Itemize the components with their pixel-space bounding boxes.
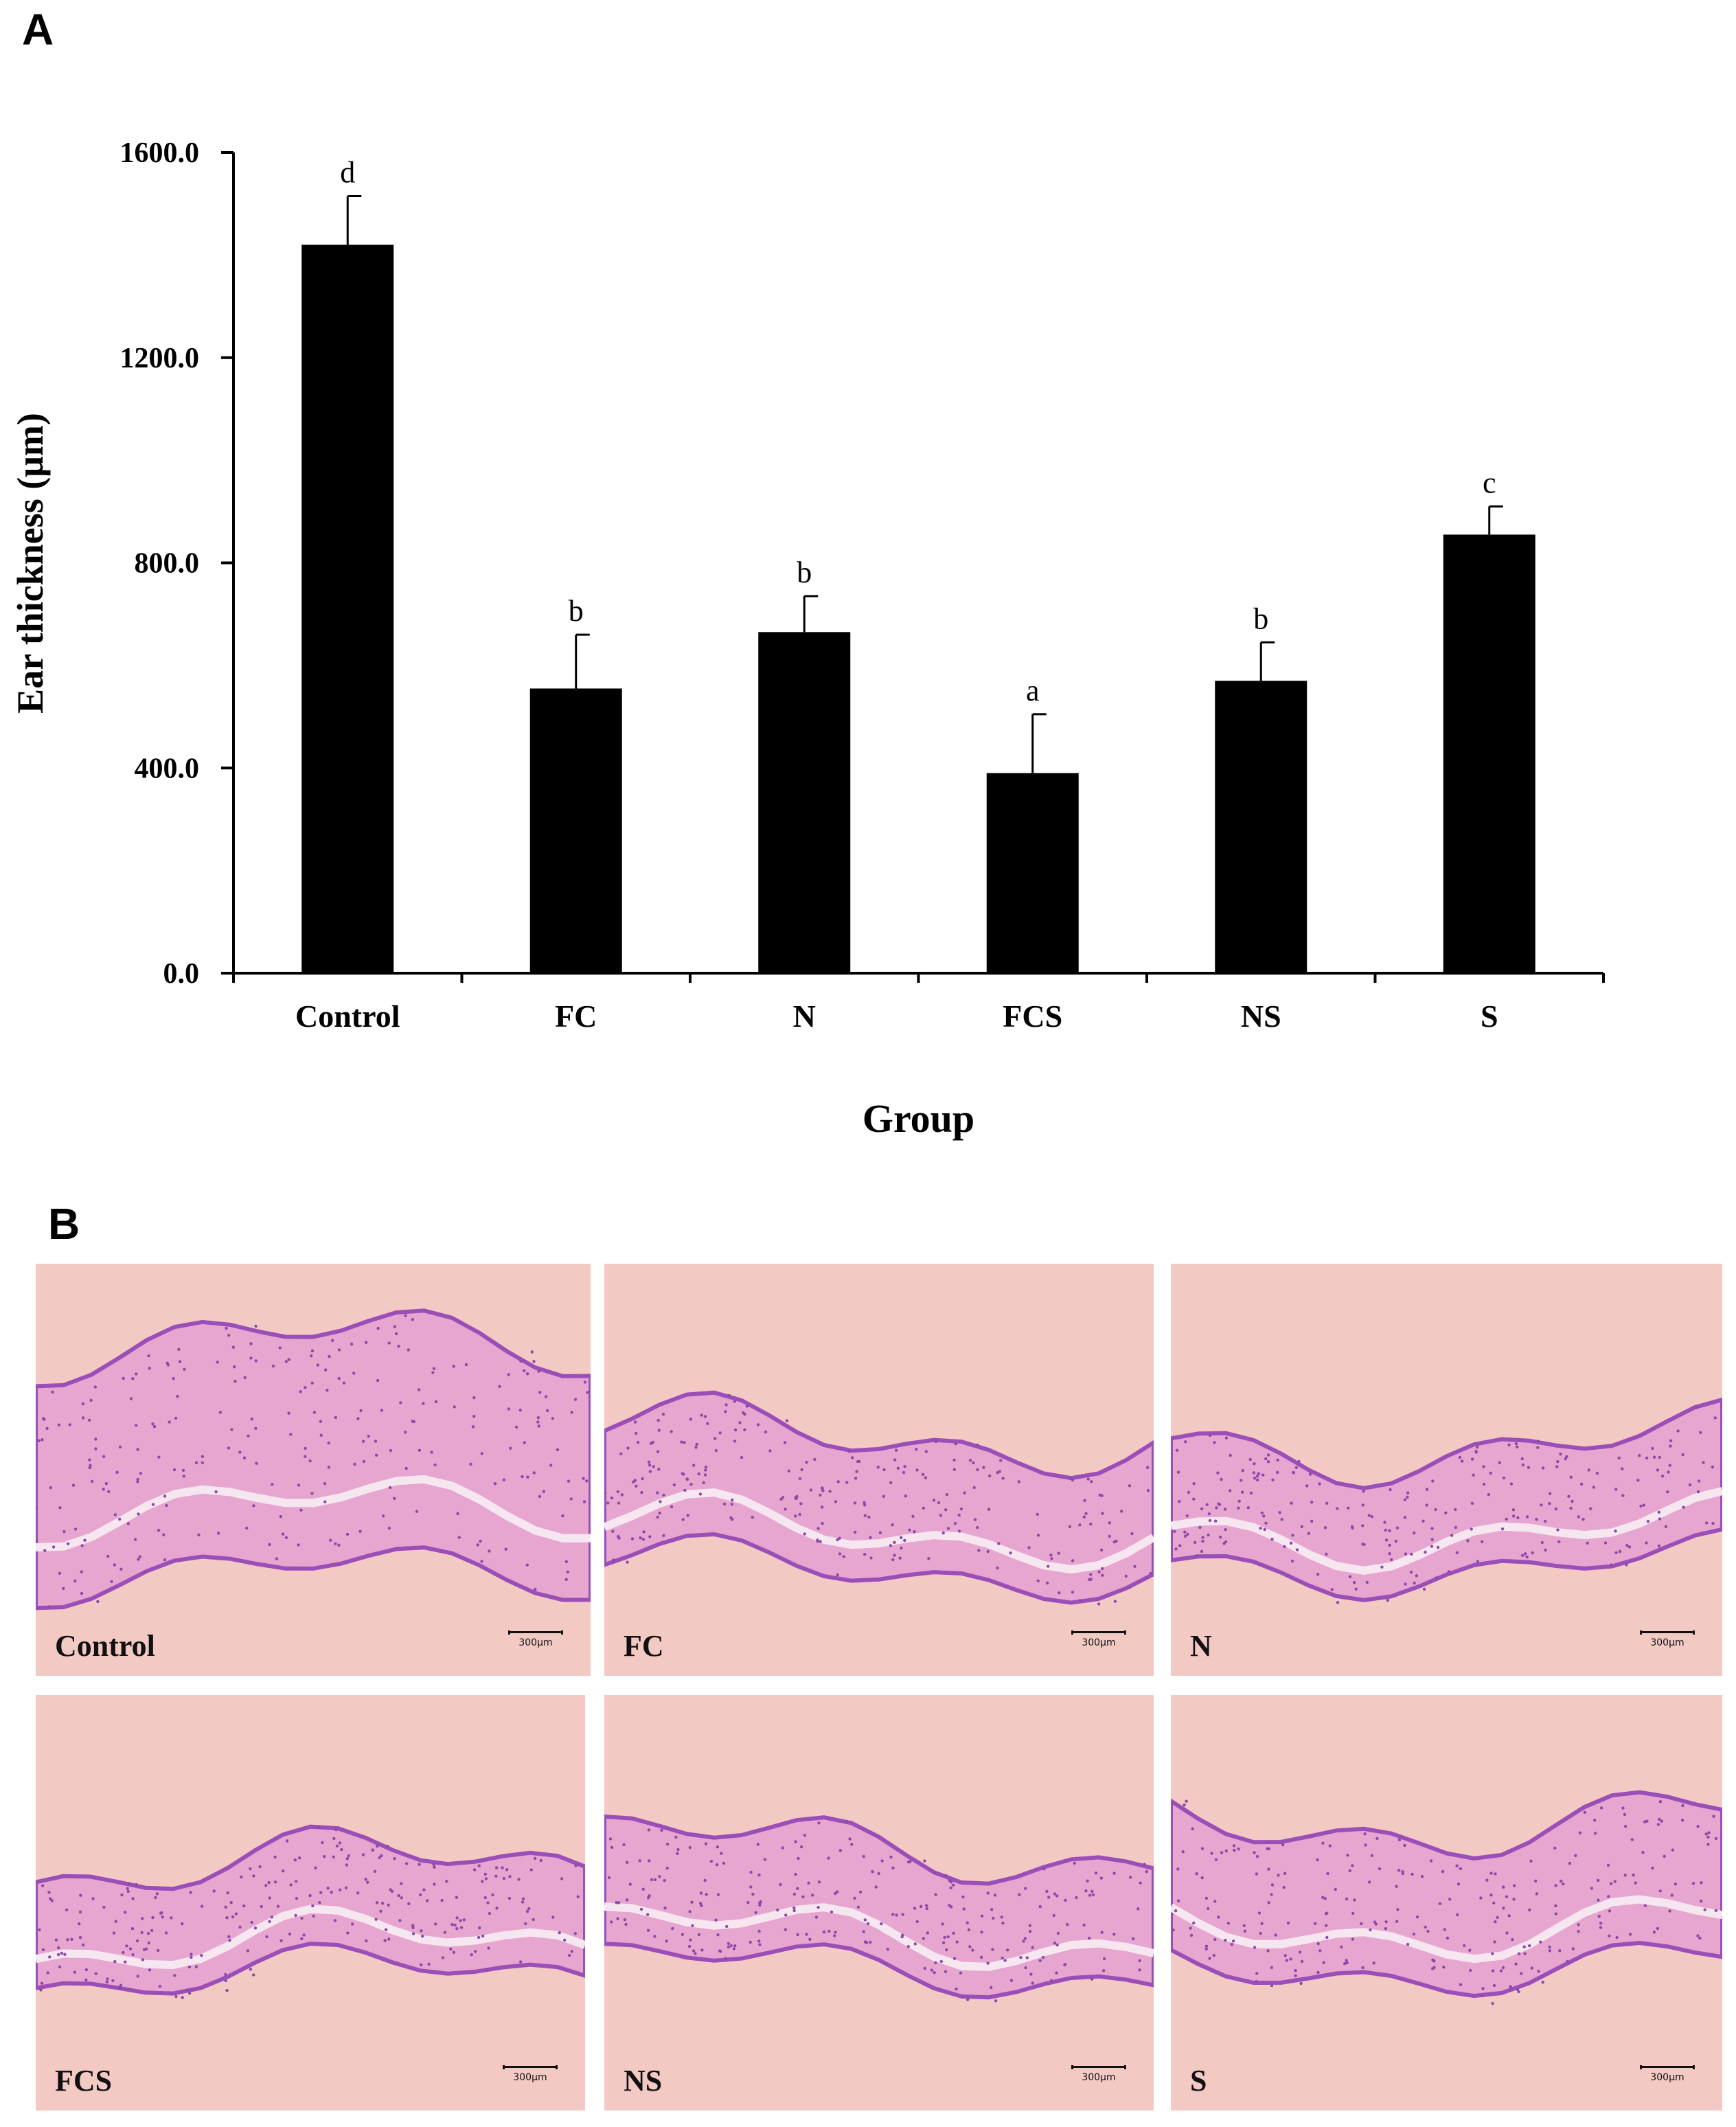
bar-chart: 0.0 400.0 800.0 1200.0 1600.0 Ear thickness (…: [10, 137, 1605, 1141]
scale-bar-line: [1640, 2065, 1695, 2069]
tissue-section-image: [36, 1824, 585, 1999]
x-tick-label: N: [793, 999, 816, 1034]
scale-bar: 300μm: [1071, 2065, 1126, 2093]
bar-control: [301, 244, 394, 973]
scale-bar-label: 300μm: [1650, 1637, 1684, 1648]
micrograph-n: N 300μm: [1171, 1264, 1722, 1676]
panel-a-label: A: [22, 5, 54, 54]
bar-ns: [1215, 681, 1307, 973]
y-tick-label: 1600.0: [120, 137, 200, 169]
micrograph-control: Control 300μm: [36, 1264, 591, 1676]
scale-bar-label: 300μm: [1082, 2072, 1116, 2083]
bar-fc: [529, 688, 622, 973]
x-tick-label: FC: [555, 999, 597, 1034]
micrograph-label: N: [1190, 1629, 1212, 1663]
scale-bar-label: 300μm: [518, 1637, 553, 1648]
scale-bar-line: [508, 1630, 563, 1635]
scale-bar: 300μm: [1640, 2065, 1695, 2093]
y-tick-label: 1200.0: [120, 343, 200, 374]
scale-bar-label: 300μm: [1650, 2072, 1684, 2083]
panel-b-label: B: [48, 1199, 80, 1249]
y-axis-title: Ear thickness (μm): [10, 413, 51, 714]
tissue-section-image: [1171, 1397, 1722, 1604]
x-tick-label: FCS: [1003, 999, 1062, 1034]
significance-letter: a: [1026, 674, 1040, 707]
x-tick-label: S: [1481, 999, 1498, 1034]
x-tick-label: Control: [295, 999, 400, 1034]
scale-bar-line: [1071, 1630, 1126, 1635]
micrograph-label: FC: [624, 1629, 664, 1663]
micrograph-label: NS: [624, 2064, 663, 2097]
scale-bar: 300μm: [1071, 1630, 1126, 1658]
y-tick-label: 400.0: [135, 753, 200, 784]
tissue-section-image: [604, 1814, 1154, 2003]
significance-letter: b: [569, 594, 584, 628]
scale-bar-line: [1071, 2065, 1126, 2069]
micrograph-label: S: [1190, 2064, 1207, 2097]
micrograph-fcs: FCS 300μm: [36, 1695, 585, 2111]
micrograph-label: Control: [55, 1629, 155, 1663]
scale-bar-line: [503, 2065, 558, 2069]
micrograph-fc: FC 300μm: [604, 1264, 1154, 1676]
scale-bar-label: 300μm: [513, 2072, 547, 2083]
x-tick-label: NS: [1241, 999, 1281, 1034]
significance-letter: d: [340, 155, 355, 189]
scale-bar: 300μm: [503, 2065, 558, 2093]
scale-bar: 300μm: [1640, 1630, 1695, 1658]
significance-letter: b: [797, 556, 812, 589]
scale-bar-line: [1640, 1630, 1695, 1635]
tissue-section-image: [36, 1308, 591, 1611]
tissue-section-image: [604, 1390, 1154, 1606]
micrograph-s: S 300μm: [1171, 1695, 1722, 2111]
micrograph-label: FCS: [55, 2064, 113, 2097]
y-tick-label: 0.0: [163, 958, 200, 990]
bar-fcs: [986, 773, 1079, 973]
significance-letter: b: [1253, 602, 1268, 635]
significance-letter: c: [1483, 466, 1496, 499]
scale-bar: 300μm: [508, 1630, 563, 1658]
tissue-section-image: [1171, 1790, 1722, 2005]
y-tick-label: 800.0: [135, 548, 200, 580]
bar-s: [1443, 534, 1535, 973]
x-axis-title: Group: [863, 1096, 974, 1141]
scale-bar-label: 300μm: [1082, 1637, 1116, 1648]
micrograph-ns: NS 300μm: [604, 1695, 1154, 2111]
bar-n: [758, 632, 851, 973]
